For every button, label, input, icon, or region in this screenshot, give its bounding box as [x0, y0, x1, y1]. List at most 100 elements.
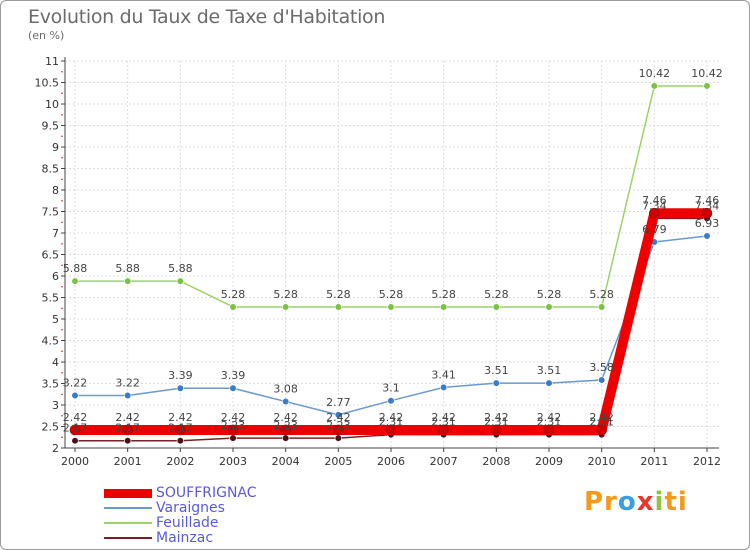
y-minor-tick: [61, 70, 63, 73]
y-tick-label: 6: [52, 270, 59, 283]
data-label: 7.34: [695, 199, 720, 212]
data-label: 2.31: [379, 416, 404, 429]
y-tick-label: 11: [45, 55, 59, 68]
y-minor-tick: [61, 178, 63, 181]
y-tick-label: 7.5: [42, 206, 60, 219]
data-label: 2.42: [431, 411, 456, 424]
data-label: 2.17: [63, 422, 88, 435]
data-label: 5.28: [273, 288, 298, 301]
y-tick-label: 9.5: [42, 120, 60, 133]
data-point: [649, 207, 660, 219]
legend-swatch: [104, 537, 152, 539]
y-minor-tick: [61, 156, 63, 159]
data-label: 7.46: [642, 194, 667, 207]
data-label: 2.31: [537, 416, 562, 429]
data-point: [176, 384, 184, 392]
series-lines: [69, 82, 713, 445]
data-label: 2.77: [326, 396, 351, 409]
data-label: 3.41: [431, 368, 456, 381]
y-minor-tick: [61, 92, 63, 95]
y-minor-tick: [61, 393, 63, 396]
y-minor-tick: [61, 135, 63, 138]
y-minor-tick: [61, 414, 63, 417]
data-label: 2.31: [484, 416, 509, 429]
data-label: 2.42: [484, 411, 509, 424]
data-point: [440, 383, 448, 391]
data-label: 5.88: [168, 262, 193, 275]
data-point: [176, 437, 184, 445]
x-tick-label: 2004: [272, 455, 300, 468]
proxiti-logo: Proxiti: [584, 487, 688, 517]
data-point: [229, 303, 237, 311]
data-point: [440, 303, 448, 311]
legend-swatch: [104, 507, 152, 509]
y-tick-label: 5.5: [42, 292, 60, 305]
x-tick-label: 2011: [640, 455, 668, 468]
data-point: [229, 384, 237, 392]
chart-subtitle: (en %): [28, 29, 65, 42]
y-tick-label: 8: [52, 184, 59, 197]
y-tick-label: 2: [52, 442, 59, 455]
data-point: [492, 303, 500, 311]
data-label: 2.42: [273, 411, 298, 424]
y-tick-label: 8.5: [42, 163, 60, 176]
x-tick-label: 2001: [114, 455, 142, 468]
y-minor-tick: [61, 199, 63, 202]
data-label: 3.1: [382, 382, 400, 395]
axes: 2 2.5 3 3.5 4 4.5 5 5.5 6 6.5 7 7.5 8 8.5 9 9.5 10 10.5 11…: [35, 55, 722, 468]
data-point: [438, 424, 449, 436]
data-point: [387, 397, 395, 405]
data-label: 10.42: [691, 67, 723, 80]
x-tick-label: 2007: [430, 455, 458, 468]
data-label: 2.42: [326, 411, 351, 424]
x-tick-label: 2009: [535, 455, 563, 468]
data-label: 3.08: [273, 383, 298, 396]
data-point: [122, 424, 133, 436]
data-label: 7.46: [695, 194, 720, 207]
data-point: [334, 411, 342, 419]
y-tick-label: 2.5: [42, 421, 60, 434]
data-label: 2.42: [537, 411, 562, 424]
data-point: [545, 303, 553, 311]
logo-part: o: [617, 487, 637, 517]
data-point: [71, 437, 79, 445]
data-point: [598, 376, 606, 384]
data-point: [124, 437, 132, 445]
data-point: [176, 277, 184, 285]
data-point: [227, 424, 239, 436]
data-label: 3.58: [589, 361, 614, 374]
data-point: [69, 424, 81, 436]
x-tick-label: 2005: [324, 455, 352, 468]
data-point: [491, 424, 502, 436]
data-label: 2.23: [326, 419, 351, 432]
x-tick-label: 2012: [693, 455, 721, 468]
data-point: [71, 277, 79, 285]
data-point: [545, 379, 553, 387]
data-point: [334, 303, 342, 311]
data-label: 2.42: [63, 411, 88, 424]
x-tick-label: 2003: [219, 455, 247, 468]
y-minor-tick: [61, 113, 63, 116]
y-minor-tick: [61, 242, 63, 245]
y-tick-label: 10.5: [35, 77, 60, 90]
data-point: [124, 277, 132, 285]
data-label: 5.28: [326, 288, 351, 301]
x-tick-label: 2008: [482, 455, 510, 468]
data-label: 10.42: [639, 67, 671, 80]
data-label: 3.39: [221, 369, 246, 382]
x-tick-label: 2010: [588, 455, 616, 468]
data-label: 2.42: [115, 411, 140, 424]
data-point: [175, 424, 186, 436]
y-minor-tick: [61, 436, 63, 439]
legend-swatch: [104, 522, 152, 524]
data-point: [703, 232, 711, 240]
data-point: [124, 391, 132, 400]
data-label: 2.42: [589, 411, 614, 424]
data-label: 5.28: [589, 288, 614, 301]
data-label: 3.22: [63, 377, 88, 390]
y-minor-tick: [61, 285, 63, 288]
data-point: [543, 424, 555, 436]
data-label: 5.28: [484, 288, 509, 301]
data-point: [596, 424, 607, 436]
